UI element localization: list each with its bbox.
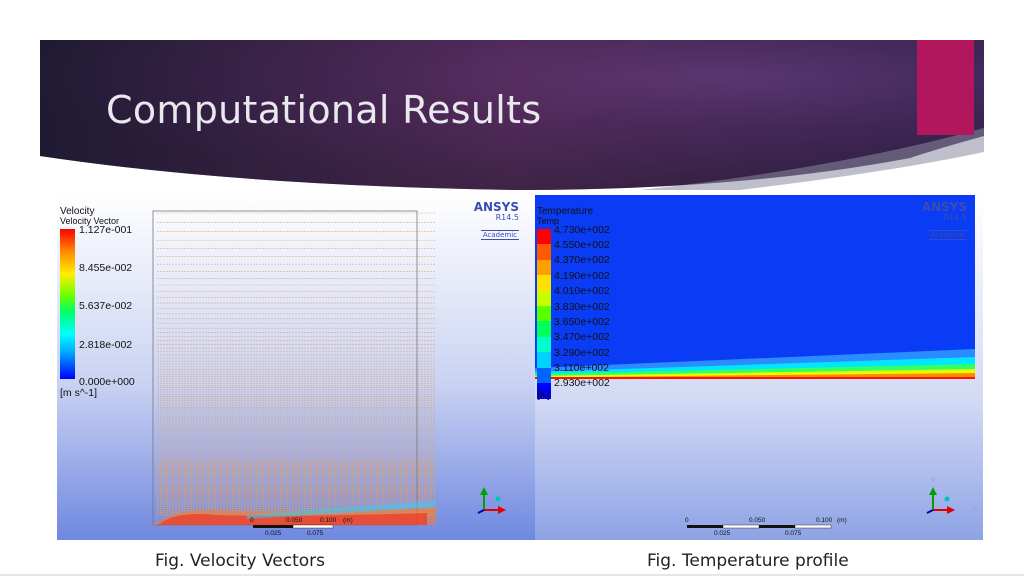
legend-title: Temperature bbox=[537, 206, 594, 217]
temperature-colorbar-band bbox=[537, 352, 551, 369]
temperature-colorbar-band bbox=[537, 259, 551, 276]
scale-label: 0.100 bbox=[816, 517, 833, 524]
legend-level: 4.190e+002 bbox=[554, 270, 610, 282]
temperature-profile-figure: Temperature Temp 4.730e+002 4.550e+002 4… bbox=[535, 195, 983, 540]
scale-label: 0.050 bbox=[749, 517, 766, 524]
temperature-colorbar-band bbox=[537, 367, 551, 384]
legend-subtitle: Temp bbox=[537, 216, 560, 226]
velocity-colorbar bbox=[60, 229, 75, 379]
legend-level: 3.110e+002 bbox=[554, 362, 609, 374]
scale-unit: (m) bbox=[343, 517, 353, 524]
caption-velocity-vectors: Fig. Velocity Vectors bbox=[155, 551, 325, 571]
legend-subtitle: Velocity Vector bbox=[60, 216, 120, 226]
logo-edition: Academic bbox=[928, 230, 967, 240]
temperature-colorbar-band bbox=[537, 336, 551, 353]
ansys-logo: ANSYS R14.5 Academic bbox=[922, 201, 967, 241]
legend-level: 4.730e+002 bbox=[554, 224, 610, 236]
velocity-vector-plot bbox=[152, 210, 506, 529]
logo-version: R14.5 bbox=[495, 213, 519, 222]
legend-level: 3.290e+002 bbox=[554, 347, 610, 359]
scale-label: 0 bbox=[250, 517, 254, 524]
caption-temperature-profile: Fig. Temperature profile bbox=[647, 551, 849, 571]
scale-label: 0.100 bbox=[320, 517, 337, 524]
legend-level: 2.818e-002 bbox=[79, 339, 133, 351]
temperature-colorbar-band bbox=[537, 321, 551, 338]
scale-label: 0.025 bbox=[714, 530, 731, 537]
legend-level: 8.455e-002 bbox=[79, 262, 133, 274]
legend-level: 3.650e+002 bbox=[554, 316, 610, 328]
legend-level: 2.930e+002 bbox=[554, 377, 610, 389]
logo-version: R14.5 bbox=[943, 213, 967, 222]
temperature-colorbar-band bbox=[537, 229, 551, 245]
axis-x-label: X bbox=[972, 506, 977, 513]
temperature-colorbar-band bbox=[537, 290, 551, 307]
legend-level: 0.000e+000 bbox=[79, 376, 135, 388]
legend-title: Velocity bbox=[60, 206, 95, 217]
axis-y-label: Y bbox=[482, 477, 487, 484]
scale-label: 0.050 bbox=[286, 517, 303, 524]
scale-label: 0 bbox=[685, 517, 689, 524]
logo-edition: Academic bbox=[480, 230, 519, 240]
legend-level: 5.637e-002 bbox=[79, 300, 133, 312]
legend-level: 4.010e+002 bbox=[554, 285, 610, 297]
temperature-colorbar-band bbox=[537, 306, 551, 322]
temperature-colorbar-band bbox=[537, 244, 551, 261]
logo-brand: ANSYS bbox=[921, 200, 967, 214]
legend-unit: [K] bbox=[537, 389, 550, 401]
title-banner bbox=[40, 40, 984, 190]
legend-level: 3.470e+002 bbox=[554, 331, 610, 343]
temperature-contour-plot bbox=[535, 195, 975, 529]
banner-background bbox=[40, 40, 984, 190]
slide-bottom-edge bbox=[0, 574, 1024, 576]
logo-brand: ANSYS bbox=[473, 200, 519, 214]
scale-unit: (m) bbox=[837, 517, 847, 524]
legend-level: 4.550e+002 bbox=[554, 239, 610, 251]
axis-y-label: Y bbox=[931, 477, 936, 484]
scale-label: 0.025 bbox=[265, 530, 282, 537]
legend-level: 3.830e+002 bbox=[554, 301, 610, 313]
temperature-colorbar-band bbox=[537, 275, 551, 292]
velocity-vectors-figure: Velocity Velocity Vector 1.127e-001 8.45… bbox=[57, 195, 535, 540]
legend-unit: [m s^-1] bbox=[60, 387, 98, 399]
ansys-logo: ANSYS R14.5 Academic bbox=[474, 201, 519, 241]
axis-x-label: X bbox=[523, 506, 528, 513]
legend-level: 4.370e+002 bbox=[554, 254, 610, 266]
scale-label: 0.075 bbox=[785, 530, 802, 537]
page-title: Computational Results bbox=[106, 88, 542, 132]
temperature-colorbar-band bbox=[537, 383, 551, 399]
legend-level: 1.127e-001 bbox=[79, 224, 133, 236]
scale-label: 0.075 bbox=[307, 530, 324, 537]
accent-tab bbox=[917, 40, 974, 135]
